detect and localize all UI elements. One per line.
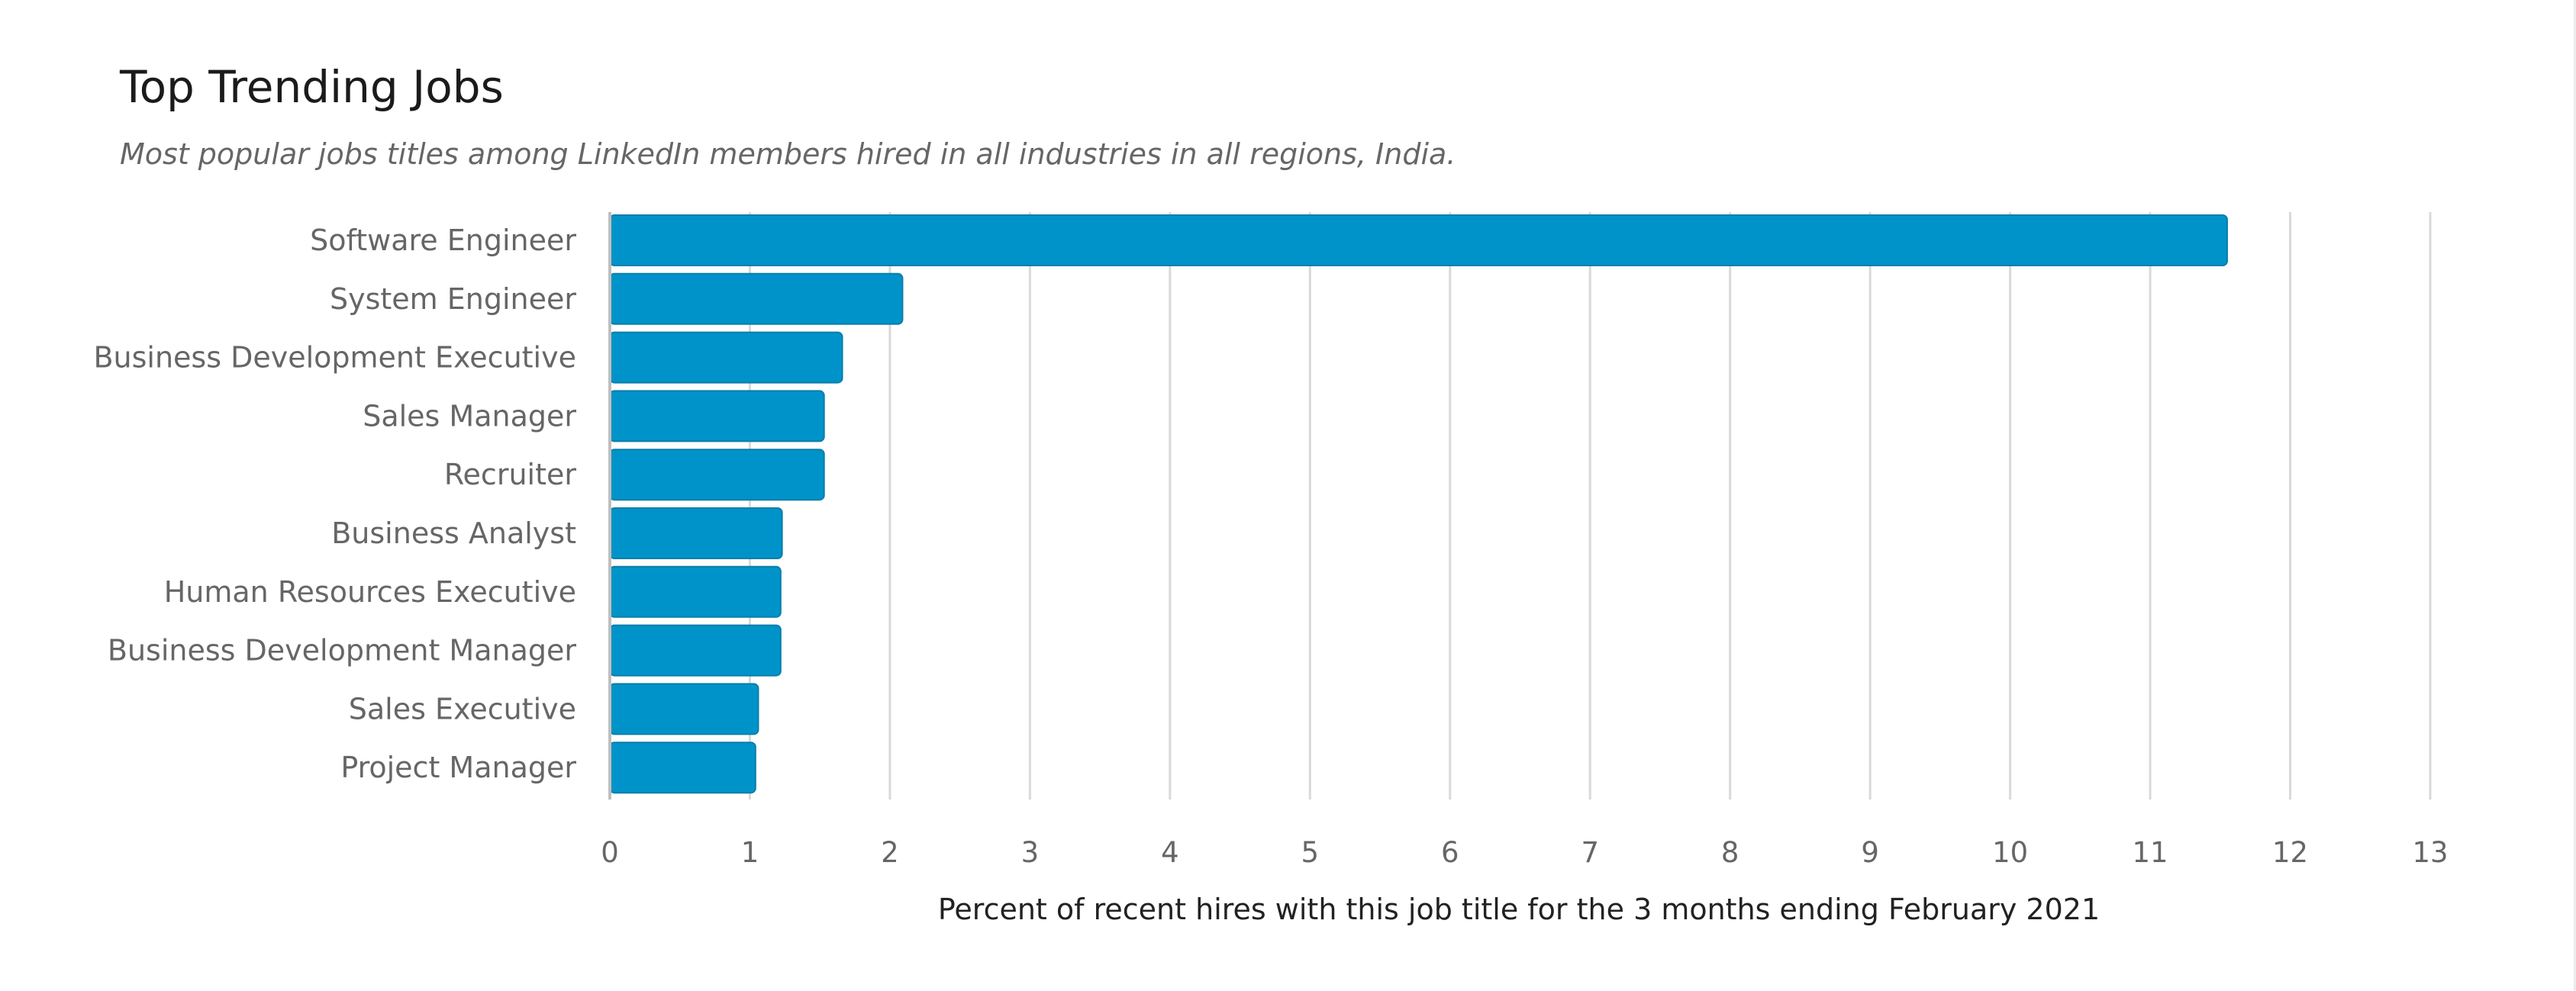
bar-5 xyxy=(609,507,783,559)
category-label-0: Software Engineer xyxy=(310,224,576,257)
x-tick-label-1: 1 xyxy=(741,836,759,869)
x-tick-label-4: 4 xyxy=(1161,836,1179,869)
x-tick-label-13: 13 xyxy=(2412,836,2448,869)
category-label-7: Business Development Manager xyxy=(108,634,576,668)
x-tick-label-8: 8 xyxy=(1721,836,1739,869)
bar-4 xyxy=(609,449,825,501)
right-edge-divider xyxy=(2574,0,2576,991)
x-tick-label-11: 11 xyxy=(2133,836,2168,869)
bar-9 xyxy=(609,742,756,794)
x-tick-label-12: 12 xyxy=(2272,836,2308,869)
category-labels: Software Engineer System Engineer Business… xyxy=(93,224,576,784)
x-tick-labels: 0 1 2 3 4 5 6 7 8 9 10 11 12 13 xyxy=(601,836,2448,869)
bar-7 xyxy=(609,624,782,677)
category-label-5: Business Analyst xyxy=(331,516,576,550)
category-label-6: Human Resources Executive xyxy=(164,575,576,609)
category-label-9: Project Manager xyxy=(340,751,576,784)
x-tick-label-3: 3 xyxy=(1021,836,1040,869)
bar-6 xyxy=(609,565,782,618)
category-label-4: Recruiter xyxy=(444,458,577,491)
bar-1 xyxy=(609,272,904,325)
x-tick-label-2: 2 xyxy=(881,836,899,869)
bars xyxy=(609,214,2228,794)
x-tick-label-10: 10 xyxy=(1992,836,2028,869)
x-tick-label-6: 6 xyxy=(1441,836,1459,869)
x-axis-title: Percent of recent hires with this job ti… xyxy=(938,893,2100,926)
x-tick-label-5: 5 xyxy=(1301,836,1320,869)
category-label-2: Business Development Executive xyxy=(93,341,576,375)
category-label-1: System Engineer xyxy=(330,282,576,316)
chart-title: Top Trending Jobs xyxy=(120,61,504,113)
x-tick-label-9: 9 xyxy=(1861,836,1879,869)
gridlines xyxy=(748,212,2432,800)
bar-2 xyxy=(609,331,843,384)
x-tick-label-0: 0 xyxy=(601,836,619,869)
x-tick-label-7: 7 xyxy=(1581,836,1599,869)
bar-0 xyxy=(609,214,2228,266)
bar-3 xyxy=(609,390,825,442)
category-label-3: Sales Manager xyxy=(363,399,576,433)
category-label-8: Sales Executive xyxy=(349,692,576,726)
bar-8 xyxy=(609,683,759,735)
chart-subtitle: Most popular jobs titles among LinkedIn … xyxy=(120,137,1456,171)
